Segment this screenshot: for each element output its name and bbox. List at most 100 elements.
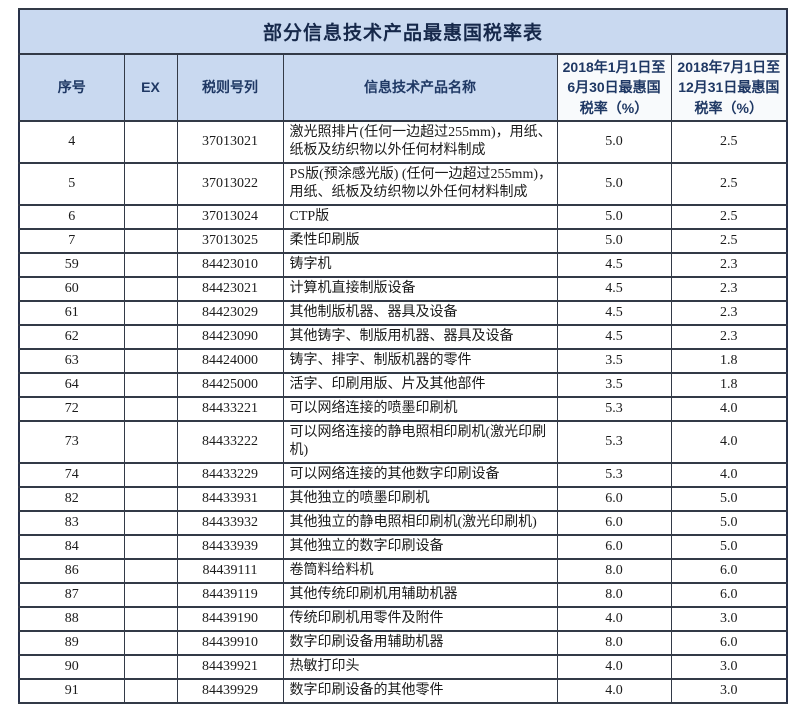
code-cell: 37013025 — [176, 227, 284, 254]
rate_h2-cell: 2.3 — [670, 251, 788, 278]
ex-cell — [123, 119, 178, 164]
table-row: 64 84425000 活字、印刷用版、片及其他部件 3.5 1.8 — [18, 371, 788, 398]
name-cell: 其他独立的数字印刷设备 — [282, 533, 558, 560]
name-cell: 卷筒料给料机 — [282, 557, 558, 584]
table-row: 87 84439119 其他传统印刷机用辅助机器 8.0 6.0 — [18, 581, 788, 608]
rate_h1-cell: 4.0 — [556, 677, 672, 704]
column-header-product-name: 信息技术产品名称 — [282, 53, 558, 122]
seq-cell: 88 — [18, 605, 125, 632]
seq-cell: 72 — [18, 395, 125, 422]
seq-cell: 90 — [18, 653, 125, 680]
name-cell: 激光照排片(任何一边超过255mm)，用纸、纸板及纺织物以外任何材料制成 — [282, 119, 558, 164]
ex-cell — [123, 461, 178, 488]
rate_h2-cell: 2.5 — [670, 119, 788, 164]
rate_h1-cell: 6.0 — [556, 533, 672, 560]
seq-cell: 83 — [18, 509, 125, 536]
table-row: 63 84424000 铸字、排字、制版机器的零件 3.5 1.8 — [18, 347, 788, 374]
code-cell: 84439910 — [176, 629, 284, 656]
table-row: 90 84439921 热敏打印头 4.0 3.0 — [18, 653, 788, 680]
name-cell: 计算机直接制版设备 — [282, 275, 558, 302]
rate_h1-cell: 4.5 — [556, 323, 672, 350]
ex-cell — [123, 395, 178, 422]
table-row: 89 84439910 数字印刷设备用辅助机器 8.0 6.0 — [18, 629, 788, 656]
name-cell: 可以网络连接的其他数字印刷设备 — [282, 461, 558, 488]
seq-cell: 61 — [18, 299, 125, 326]
name-cell: 数字印刷设备的其他零件 — [282, 677, 558, 704]
ex-cell — [123, 629, 178, 656]
rate_h1-cell: 5.0 — [556, 119, 672, 164]
table-row: 74 84433229 可以网络连接的其他数字印刷设备 5.3 4.0 — [18, 461, 788, 488]
name-cell: 活字、印刷用版、片及其他部件 — [282, 371, 558, 398]
rate_h2-cell: 2.5 — [670, 161, 788, 206]
table-row: 72 84433221 可以网络连接的喷墨印刷机 5.3 4.0 — [18, 395, 788, 422]
rate_h1-cell: 5.0 — [556, 203, 672, 230]
ex-cell — [123, 605, 178, 632]
name-cell: 其他独立的喷墨印刷机 — [282, 485, 558, 512]
rate_h1-cell: 4.0 — [556, 605, 672, 632]
rate_h2-cell: 2.5 — [670, 203, 788, 230]
table-row: 61 84423029 其他制版机器、器具及设备 4.5 2.3 — [18, 299, 788, 326]
rate_h2-cell: 3.0 — [670, 605, 788, 632]
seq-cell: 82 — [18, 485, 125, 512]
rate_h2-cell: 3.0 — [670, 653, 788, 680]
rate_h1-cell: 5.3 — [556, 461, 672, 488]
code-cell: 84439190 — [176, 605, 284, 632]
rate_h1-cell: 5.3 — [556, 395, 672, 422]
rate_h2-cell: 2.3 — [670, 299, 788, 326]
seq-cell: 84 — [18, 533, 125, 560]
table-row: 6 37013024 CTP版 5.0 2.5 — [18, 203, 788, 230]
column-header-seq: 序号 — [18, 53, 125, 122]
ex-cell — [123, 275, 178, 302]
ex-cell — [123, 557, 178, 584]
table-row: 82 84433931 其他独立的喷墨印刷机 6.0 5.0 — [18, 485, 788, 512]
code-cell: 37013024 — [176, 203, 284, 230]
seq-cell: 74 — [18, 461, 125, 488]
ex-cell — [123, 653, 178, 680]
rate_h1-cell: 6.0 — [556, 485, 672, 512]
code-cell: 84439921 — [176, 653, 284, 680]
seq-cell: 64 — [18, 371, 125, 398]
ex-cell — [123, 251, 178, 278]
rate_h1-cell: 3.5 — [556, 371, 672, 398]
name-cell: 柔性印刷版 — [282, 227, 558, 254]
seq-cell: 6 — [18, 203, 125, 230]
rate_h1-cell: 8.0 — [556, 629, 672, 656]
ex-cell — [123, 533, 178, 560]
rate_h1-cell: 6.0 — [556, 509, 672, 536]
table-row: 86 84439111 卷筒料给料机 8.0 6.0 — [18, 557, 788, 584]
code-cell: 84433932 — [176, 509, 284, 536]
code-cell: 84425000 — [176, 371, 284, 398]
ex-cell — [123, 419, 178, 464]
name-cell: 其他制版机器、器具及设备 — [282, 299, 558, 326]
table-row: 91 84439929 数字印刷设备的其他零件 4.0 3.0 — [18, 677, 788, 704]
rate_h1-cell: 4.5 — [556, 299, 672, 326]
code-cell: 37013022 — [176, 161, 284, 206]
rate_h1-cell: 4.5 — [556, 275, 672, 302]
rate_h1-cell: 4.0 — [556, 653, 672, 680]
code-cell: 84423029 — [176, 299, 284, 326]
name-cell: 可以网络连接的喷墨印刷机 — [282, 395, 558, 422]
mfn-tariff-table: 部分信息技术产品最惠国税率表 序号 EX 税则号列 信息技术产品名称 2018年… — [18, 8, 789, 704]
name-cell: 铸字、排字、制版机器的零件 — [282, 347, 558, 374]
table-row: 62 84423090 其他铸字、制版用机器、器具及设备 4.5 2.3 — [18, 323, 788, 350]
name-cell: 传统印刷机用零件及附件 — [282, 605, 558, 632]
table-row: 88 84439190 传统印刷机用零件及附件 4.0 3.0 — [18, 605, 788, 632]
seq-cell: 91 — [18, 677, 125, 704]
name-cell: 可以网络连接的静电照相印刷机(激光印刷机) — [282, 419, 558, 464]
code-cell: 84433229 — [176, 461, 284, 488]
rate_h1-cell: 3.5 — [556, 347, 672, 374]
name-cell: 其他独立的静电照相印刷机(激光印刷机) — [282, 509, 558, 536]
table-row: 60 84423021 计算机直接制版设备 4.5 2.3 — [18, 275, 788, 302]
rate_h2-cell: 2.5 — [670, 227, 788, 254]
table-title: 部分信息技术产品最惠国税率表 — [18, 8, 788, 55]
rate_h2-cell: 4.0 — [670, 419, 788, 464]
column-header-ex: EX — [123, 53, 178, 122]
header-row: 序号 EX 税则号列 信息技术产品名称 2018年1月1日至6月30日最惠国税率… — [18, 53, 788, 122]
table-body: 4 37013021 激光照排片(任何一边超过255mm)，用纸、纸板及纺织物以外任… — [18, 119, 788, 704]
column-header-rate-h2-2018: 2018年7月1日至12月31日最惠国税率（%） — [670, 53, 788, 122]
rate_h2-cell: 6.0 — [670, 581, 788, 608]
code-cell: 84423090 — [176, 323, 284, 350]
rate_h2-cell: 5.0 — [670, 509, 788, 536]
seq-cell: 60 — [18, 275, 125, 302]
